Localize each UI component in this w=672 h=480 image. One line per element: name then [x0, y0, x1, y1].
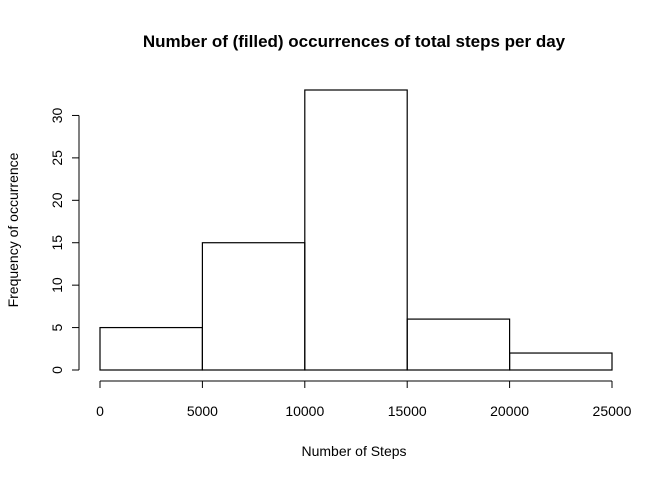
- y-axis-label: Frequency of occurrence: [5, 152, 21, 307]
- y-tick-label: 0: [49, 366, 65, 374]
- x-tick-label: 15000: [388, 403, 427, 419]
- histogram-bar-3: [406, 318, 511, 371]
- chart-title: Number of (filled) occurrences of total …: [143, 32, 566, 51]
- y-tick-label: 25: [49, 150, 65, 166]
- x-tick-label: 25000: [593, 403, 632, 419]
- histogram-bar-2: [304, 89, 408, 371]
- histogram-bar-4: [509, 352, 613, 371]
- histogram-bar-0: [99, 326, 204, 371]
- x-tick-label: 20000: [490, 403, 529, 419]
- x-tick-label: 5000: [187, 403, 218, 419]
- bars-group: [99, 89, 613, 371]
- y-tick-label: 5: [49, 323, 65, 331]
- y-tick-label: 30: [49, 107, 65, 123]
- y-tick-label: 15: [49, 235, 65, 251]
- y-tick-label: 10: [49, 277, 65, 293]
- histogram-bar-1: [201, 242, 306, 371]
- y-tick-label: 20: [49, 192, 65, 208]
- x-tick-label: 10000: [285, 403, 324, 419]
- x-axis: 0 5000 10000 15000 20000 25000: [96, 380, 632, 419]
- y-axis: 0 5 10 15 20 25 30: [49, 107, 80, 374]
- x-axis-label: Number of Steps: [301, 443, 406, 459]
- x-tick-label: 0: [96, 403, 104, 419]
